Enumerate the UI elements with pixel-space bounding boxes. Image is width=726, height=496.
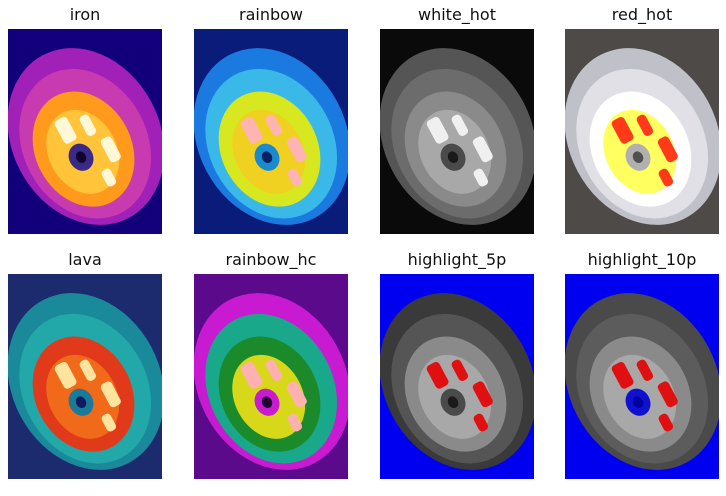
- wheel: [8, 293, 162, 470]
- hot-spot: [265, 114, 283, 136]
- hot-spot: [451, 359, 469, 381]
- panel-highlight-10p: highlight_10p: [565, 246, 719, 496]
- hot-spot: [636, 114, 654, 136]
- hot-spot: [286, 381, 307, 408]
- hub-center: [261, 151, 273, 164]
- hub-center: [632, 396, 644, 409]
- thermal-image: [565, 29, 719, 234]
- hub-center: [632, 151, 644, 164]
- wheel: [565, 293, 719, 470]
- panel-title: white_hot: [418, 5, 496, 24]
- hot-spot: [240, 116, 263, 144]
- hot-spot: [265, 359, 283, 381]
- wheel: [380, 293, 534, 470]
- panel-rainbow: rainbow: [194, 1, 348, 251]
- hot-spot: [287, 413, 303, 432]
- hot-spot: [636, 359, 654, 381]
- hot-spot: [101, 413, 117, 432]
- hot-spot: [611, 361, 634, 389]
- hot-spot: [100, 381, 121, 408]
- panel-white-hot: white_hot: [380, 1, 534, 251]
- hot-spot: [657, 381, 678, 408]
- wheel: [8, 48, 162, 225]
- thermal-image: [380, 274, 534, 479]
- hot-spot: [79, 359, 97, 381]
- hot-spot: [54, 116, 77, 144]
- hot-spot: [240, 361, 263, 389]
- hot-spot: [473, 168, 489, 187]
- thermal-image: [194, 29, 348, 234]
- hot-spot: [54, 361, 77, 389]
- thermal-image: [8, 274, 162, 479]
- panel-lava: lava: [8, 246, 162, 496]
- panel-title: highlight_10p: [587, 250, 697, 269]
- thermal-image: [194, 274, 348, 479]
- thermal-image: [8, 29, 162, 234]
- hot-spot: [79, 114, 97, 136]
- wheel: [194, 293, 348, 470]
- hot-spot: [473, 413, 489, 432]
- hot-spot: [658, 413, 674, 432]
- hot-spot: [472, 136, 493, 163]
- hot-spot: [611, 116, 634, 144]
- panel-title: highlight_5p: [407, 250, 507, 269]
- wheel: [565, 48, 719, 225]
- thermal-image: [565, 274, 719, 479]
- thermal-image: [380, 29, 534, 234]
- hub-center: [75, 396, 87, 409]
- panel-title: iron: [69, 5, 101, 24]
- panel-title: rainbow: [239, 5, 303, 24]
- wheel: [380, 48, 534, 225]
- hot-spot: [426, 116, 449, 144]
- hub-center: [447, 151, 459, 164]
- hub-center: [75, 151, 87, 164]
- panel-highlight-5p: highlight_5p: [380, 246, 534, 496]
- hot-spot: [100, 136, 121, 163]
- hot-spot: [286, 136, 307, 163]
- panel-iron: iron: [8, 1, 162, 251]
- panel-title: rainbow_hc: [225, 250, 317, 269]
- panel-rainbow-hc: rainbow_hc: [194, 246, 348, 496]
- panel-title: red_hot: [611, 5, 673, 24]
- hot-spot: [287, 168, 303, 187]
- hot-spot: [472, 381, 493, 408]
- hub-center: [447, 396, 459, 409]
- hub-center: [261, 396, 273, 409]
- wheel: [194, 48, 348, 225]
- hot-spot: [658, 168, 674, 187]
- hot-spot: [451, 114, 469, 136]
- panel-red-hot: red_hot: [565, 1, 719, 251]
- hot-spot: [657, 136, 678, 163]
- hot-spot: [101, 168, 117, 187]
- hot-spot: [426, 361, 449, 389]
- panel-title: lava: [68, 250, 102, 269]
